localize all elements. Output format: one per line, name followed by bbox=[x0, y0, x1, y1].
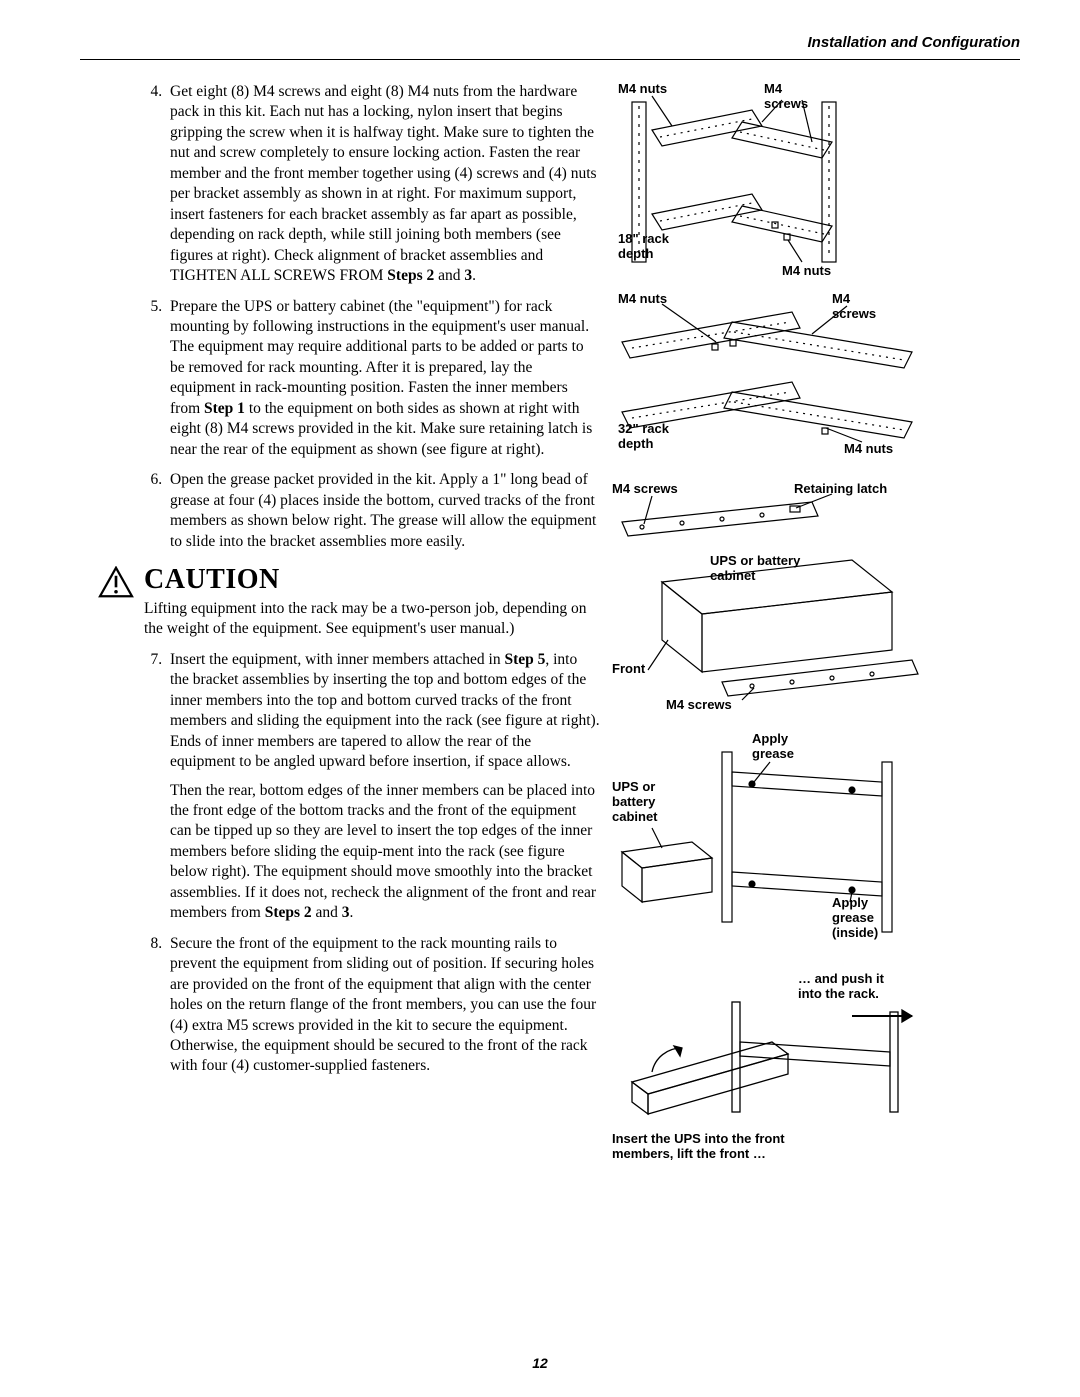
steps-list: Get eight (8) M4 screws and eight (8) M4… bbox=[80, 82, 600, 552]
text-column: Get eight (8) M4 screws and eight (8) M4… bbox=[80, 82, 600, 1162]
figure-18-rack: M4 nuts M4 screws 18" rack depth M4 nuts bbox=[612, 82, 1020, 292]
label-m4-nuts-br: M4 nuts bbox=[782, 264, 831, 279]
ups-cabinet-diagram bbox=[612, 482, 932, 722]
caution-icon bbox=[98, 566, 134, 598]
grease-diagram bbox=[612, 732, 932, 962]
page-header: Installation and Configuration bbox=[80, 34, 1020, 60]
label-insert-ups: Insert the UPS into the front members, l… bbox=[612, 1132, 785, 1162]
insert-push-diagram bbox=[612, 972, 932, 1127]
label-m4-nuts-2: M4 nuts bbox=[618, 292, 667, 307]
label-push-it: … and push it into the rack. bbox=[798, 972, 884, 1002]
step-5: Prepare the UPS or battery cabinet (the … bbox=[166, 297, 600, 461]
label-32-rack-depth: 32" rack depth bbox=[618, 422, 669, 452]
label-m4-screws: M4 screws bbox=[764, 82, 808, 112]
step-6: Open the grease packet provided in the k… bbox=[166, 470, 600, 552]
label-front: Front bbox=[612, 662, 645, 677]
label-ups-2: UPS or battery cabinet bbox=[612, 780, 658, 825]
steps-list-cont: Insert the equipment, with inner members… bbox=[80, 650, 600, 1077]
label-retaining-latch: Retaining latch bbox=[794, 482, 887, 497]
step-4: Get eight (8) M4 screws and eight (8) M4… bbox=[166, 82, 600, 287]
label-m4-nuts: M4 nuts bbox=[618, 82, 667, 97]
page-number: 12 bbox=[0, 1355, 1080, 1371]
step-8: Secure the front of the equipment to the… bbox=[166, 934, 600, 1077]
figure-apply-grease: Apply grease UPS or battery cabinet Appl… bbox=[612, 732, 1020, 972]
figure-ups-cabinet: M4 screws Retaining latch UPS or battery… bbox=[612, 482, 1020, 732]
label-m4-screws-2: M4 screws bbox=[832, 292, 876, 322]
content-area: Get eight (8) M4 screws and eight (8) M4… bbox=[80, 82, 1020, 1162]
label-m4-screws-l: M4 screws bbox=[612, 482, 678, 497]
label-apply-grease-bottom: Apply grease (inside) bbox=[832, 896, 878, 941]
step-7: Insert the equipment, with inner members… bbox=[166, 650, 600, 924]
label-m4-nuts-br-2: M4 nuts bbox=[844, 442, 893, 457]
label-m4-screws-b: M4 screws bbox=[666, 698, 732, 713]
figure-32-rack: M4 nuts M4 screws 32" rack depth M4 nuts bbox=[612, 292, 1020, 482]
caution-title: CAUTION bbox=[144, 562, 600, 599]
label-ups-cabinet: UPS or battery cabinet bbox=[710, 554, 800, 584]
caution-body: Lifting equipment into the rack may be a… bbox=[144, 599, 600, 640]
figure-column: M4 nuts M4 screws 18" rack depth M4 nuts bbox=[612, 82, 1020, 1162]
label-18-rack-depth: 18" rack depth bbox=[618, 232, 669, 262]
caution-block: CAUTION Lifting equipment into the rack … bbox=[144, 562, 600, 640]
label-apply-grease-top: Apply grease bbox=[752, 732, 794, 762]
figure-insert-push: … and push it into the rack. Insert the … bbox=[612, 972, 1020, 1162]
